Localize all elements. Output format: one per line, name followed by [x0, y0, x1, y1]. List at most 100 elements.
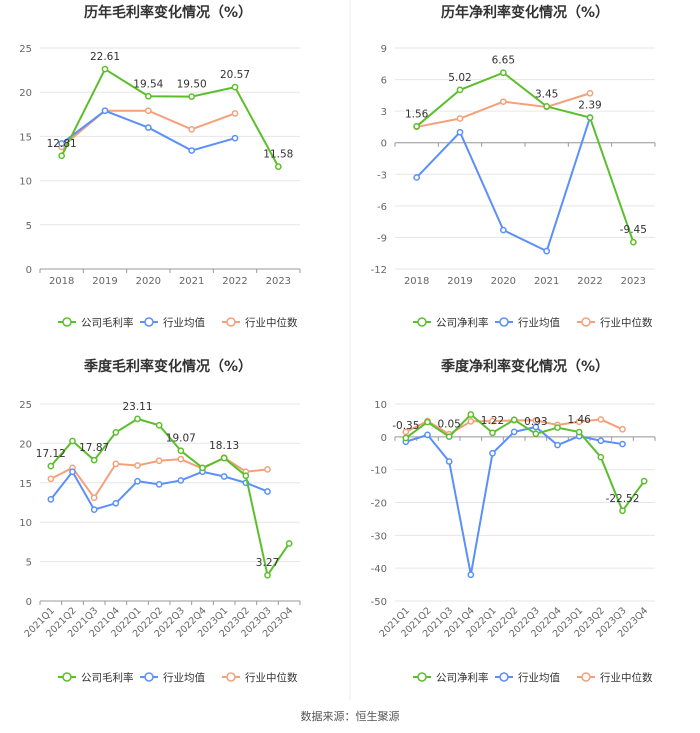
y-tick-label: 0 [26, 265, 32, 276]
data-point-median [144, 107, 152, 115]
y-tick-label: -20 [371, 499, 387, 510]
y-tick-label: -3 [377, 170, 387, 181]
data-point-gross [264, 571, 271, 579]
data-point-median [264, 466, 271, 473]
data-point-avg [134, 477, 141, 485]
data-point-median [499, 98, 507, 106]
y-tick-label: 5 [26, 558, 32, 569]
x-tick-label: 2018 [49, 276, 74, 287]
data-point-gross [188, 93, 196, 100]
data-point-gross [424, 418, 431, 426]
y-tick-label: 0 [381, 433, 387, 444]
y-tick-label: -9 [377, 233, 387, 244]
data-label: 19.54 [133, 78, 163, 90]
data-point-gross [532, 430, 540, 438]
legend-item-median: 行业中位数 [577, 671, 653, 684]
data-point-gross [199, 464, 206, 472]
data-point-gross [413, 122, 421, 130]
y-tick-label: 20 [19, 88, 32, 99]
legend-marker [144, 317, 154, 327]
data-point-avg [424, 431, 431, 439]
y-tick-label: 5 [26, 221, 32, 232]
data-point-avg [220, 473, 228, 480]
series-line-gross [416, 71, 635, 243]
data-label: -9.45 [620, 224, 647, 236]
data-point-avg [47, 495, 55, 503]
y-tick-label: 10 [19, 518, 32, 529]
data-point-median [188, 125, 196, 133]
data-label: 18.13 [209, 440, 239, 452]
y-tick-label: -6 [377, 202, 387, 213]
data-point-gross [629, 238, 637, 246]
x-tick-label: 2023 [266, 276, 291, 287]
legend-label: 行业均值 [163, 316, 205, 329]
data-point-avg [413, 174, 421, 181]
legend-marker [144, 672, 154, 682]
legend-item-avg: 行业均值 [495, 316, 560, 329]
y-tick-label: -30 [371, 531, 387, 542]
data-point-gross [220, 454, 228, 462]
data-point-gross [456, 86, 464, 94]
data-label: 19.50 [177, 79, 207, 91]
chart-title: 季度净利率变化情况（%） [440, 358, 609, 375]
data-point-gross [144, 92, 152, 100]
data-label: -0.35 [392, 420, 419, 432]
data-point-gross [467, 411, 475, 418]
legend-item-median: 行业中位数 [577, 316, 653, 329]
legend-item-gross: 公司毛利率 [58, 671, 134, 684]
data-point-gross [619, 507, 626, 515]
data-label: 2.39 [578, 100, 601, 112]
legend-marker [62, 672, 72, 682]
x-tick-label: 2018 [404, 276, 429, 287]
data-point-avg [58, 140, 66, 147]
data-point-median [467, 418, 475, 425]
y-tick-label: 10 [374, 400, 387, 411]
data-point-median [456, 115, 464, 122]
legend-label: 行业中位数 [600, 671, 653, 684]
data-point-median [90, 494, 98, 502]
legend-item-median: 行业中位数 [222, 316, 298, 329]
y-tick-label: -50 [371, 597, 387, 608]
legend-item-median: 行业中位数 [222, 671, 298, 684]
x-tick-label: 2019 [92, 276, 117, 287]
legend-item-gross: 公司净利率 [413, 316, 489, 329]
data-point-gross [586, 114, 594, 121]
data-label: 12.81 [47, 138, 77, 150]
data-point-gross [47, 462, 55, 470]
series-line-gross [60, 67, 280, 168]
data-label: 1.46 [567, 414, 591, 426]
data-point-gross [445, 433, 453, 441]
legend-label: 公司毛利率 [81, 316, 134, 329]
y-tick-label: 9 [381, 44, 387, 55]
chart-title: 历年毛利率变化情况（%） [84, 4, 252, 21]
data-point-gross [231, 83, 239, 91]
data-point-gross [242, 472, 250, 480]
data-point-gross [489, 429, 496, 437]
y-tick-label: 20 [19, 439, 32, 450]
data-point-avg [456, 128, 464, 136]
data-point-avg [144, 124, 152, 131]
data-point-gross [402, 434, 410, 442]
data-point-gross [575, 428, 583, 436]
y-tick-label: 3 [381, 107, 387, 118]
y-tick-label: 15 [19, 479, 32, 490]
legend-marker [581, 672, 591, 682]
data-point-gross [101, 65, 109, 73]
legend-marker [581, 317, 591, 327]
legend-label: 公司净利率 [436, 671, 489, 684]
x-tick-label: 2020 [136, 276, 161, 287]
legend-marker [417, 672, 427, 682]
data-source: 数据来源：恒生聚源 [300, 710, 400, 723]
data-point-gross [285, 540, 293, 547]
data-point-avg [112, 499, 120, 507]
y-tick-label: 15 [19, 132, 32, 143]
y-tick-label: 25 [19, 400, 32, 411]
x-tick-label: 2021 [534, 276, 559, 287]
data-label: 0.05 [437, 419, 460, 431]
data-point-avg [69, 468, 76, 476]
legend-item-gross: 公司净利率 [413, 671, 489, 684]
legend-label: 公司毛利率 [81, 671, 134, 684]
x-tick-label: 2023 [621, 276, 646, 287]
series-line-gross [50, 417, 290, 578]
data-point-gross [543, 103, 551, 110]
